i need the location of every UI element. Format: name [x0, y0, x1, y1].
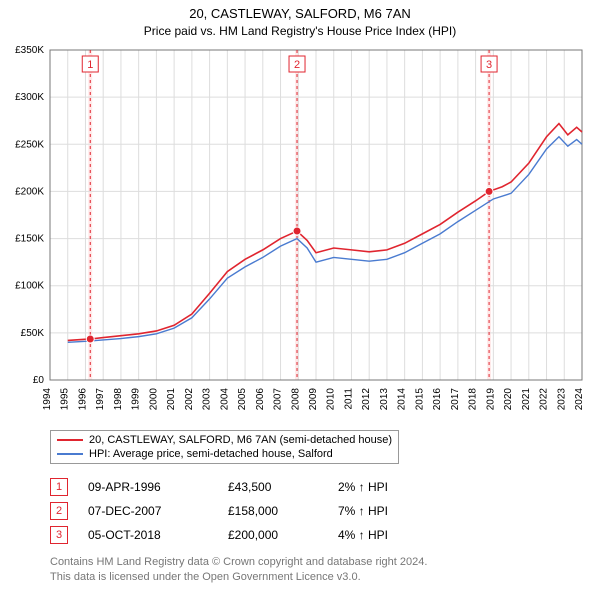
legend-label: 20, CASTLEWAY, SALFORD, M6 7AN (semi-det…	[89, 434, 392, 446]
svg-text:3: 3	[486, 59, 492, 71]
footer-line: Contains HM Land Registry data © Crown c…	[50, 555, 427, 570]
svg-text:2008: 2008	[290, 388, 301, 411]
legend-swatch	[57, 439, 83, 441]
svg-text:1996: 1996	[77, 388, 88, 411]
event-delta: 2% ↑ HPI	[338, 480, 448, 494]
legend-item: 20, CASTLEWAY, SALFORD, M6 7AN (semi-det…	[51, 433, 398, 447]
svg-text:2018: 2018	[468, 388, 479, 411]
svg-text:2005: 2005	[237, 388, 248, 411]
svg-text:2000: 2000	[148, 388, 159, 411]
svg-text:1998: 1998	[113, 388, 124, 411]
svg-text:£350K: £350K	[15, 45, 44, 56]
svg-text:2010: 2010	[326, 388, 337, 411]
event-table: 1 09-APR-1996£43,5002% ↑ HPI 2 07-DEC-2007£…	[50, 472, 448, 550]
chart-canvas: £0 £50K £100K £150K £200K £250K £300K £350K 1994…	[0, 0, 600, 430]
legend: 20, CASTLEWAY, SALFORD, M6 7AN (semi-det…	[50, 430, 399, 464]
event-date: 09-APR-1996	[88, 480, 228, 494]
svg-text:2020: 2020	[503, 388, 514, 411]
svg-text:1997: 1997	[95, 388, 106, 411]
event-number: 1	[50, 478, 68, 496]
svg-text:2001: 2001	[166, 388, 177, 411]
svg-text:2019: 2019	[485, 388, 496, 411]
svg-text:£200K: £200K	[15, 186, 44, 197]
svg-text:£50K: £50K	[21, 328, 45, 339]
svg-text:2013: 2013	[379, 388, 390, 411]
event-number: 3	[50, 526, 68, 544]
svg-text:2015: 2015	[414, 388, 425, 411]
legend-swatch	[57, 453, 83, 455]
svg-text:2009: 2009	[308, 388, 319, 411]
svg-text:£300K: £300K	[15, 92, 44, 103]
svg-text:2004: 2004	[219, 388, 230, 411]
svg-text:2014: 2014	[397, 388, 408, 411]
event-delta: 7% ↑ HPI	[338, 504, 448, 518]
event-number: 2	[50, 502, 68, 520]
svg-text:2012: 2012	[361, 388, 372, 411]
chart-title: 20, CASTLEWAY, SALFORD, M6 7AN	[0, 6, 600, 21]
footer-line: This data is licensed under the Open Gov…	[50, 570, 427, 585]
svg-text:2017: 2017	[450, 388, 461, 411]
svg-text:£100K: £100K	[15, 281, 44, 292]
svg-text:£150K: £150K	[15, 234, 44, 245]
event-price: £43,500	[228, 480, 338, 494]
event-delta: 4% ↑ HPI	[338, 528, 448, 542]
svg-text:2002: 2002	[184, 388, 195, 411]
event-price: £200,000	[228, 528, 338, 542]
svg-text:2023: 2023	[556, 388, 567, 411]
legend-item: HPI: Average price, semi-detached house,…	[51, 447, 398, 461]
svg-text:1994: 1994	[42, 388, 53, 411]
legend-label: HPI: Average price, semi-detached house,…	[89, 448, 333, 460]
svg-text:2016: 2016	[432, 388, 443, 411]
chart-subtitle: Price paid vs. HM Land Registry's House …	[0, 24, 600, 38]
svg-text:£250K: £250K	[15, 139, 44, 150]
svg-text:2003: 2003	[202, 388, 213, 411]
svg-text:2022: 2022	[539, 388, 550, 411]
svg-text:£0: £0	[33, 375, 45, 386]
event-date: 07-DEC-2007	[88, 504, 228, 518]
svg-text:2021: 2021	[521, 388, 532, 411]
svg-text:1995: 1995	[60, 388, 71, 411]
svg-text:2024: 2024	[574, 388, 585, 411]
event-row: 1 09-APR-1996£43,5002% ↑ HPI	[50, 478, 448, 496]
svg-text:2: 2	[294, 59, 300, 71]
svg-text:2011: 2011	[343, 388, 354, 410]
event-row: 3 05-OCT-2018£200,0004% ↑ HPI	[50, 526, 448, 544]
event-row: 2 07-DEC-2007£158,0007% ↑ HPI	[50, 502, 448, 520]
svg-text:1999: 1999	[131, 388, 142, 411]
footer: Contains HM Land Registry data © Crown c…	[50, 555, 427, 585]
svg-text:2007: 2007	[273, 388, 284, 411]
event-price: £158,000	[228, 504, 338, 518]
svg-text:2006: 2006	[255, 388, 266, 411]
svg-text:1: 1	[87, 59, 93, 71]
event-date: 05-OCT-2018	[88, 528, 228, 542]
